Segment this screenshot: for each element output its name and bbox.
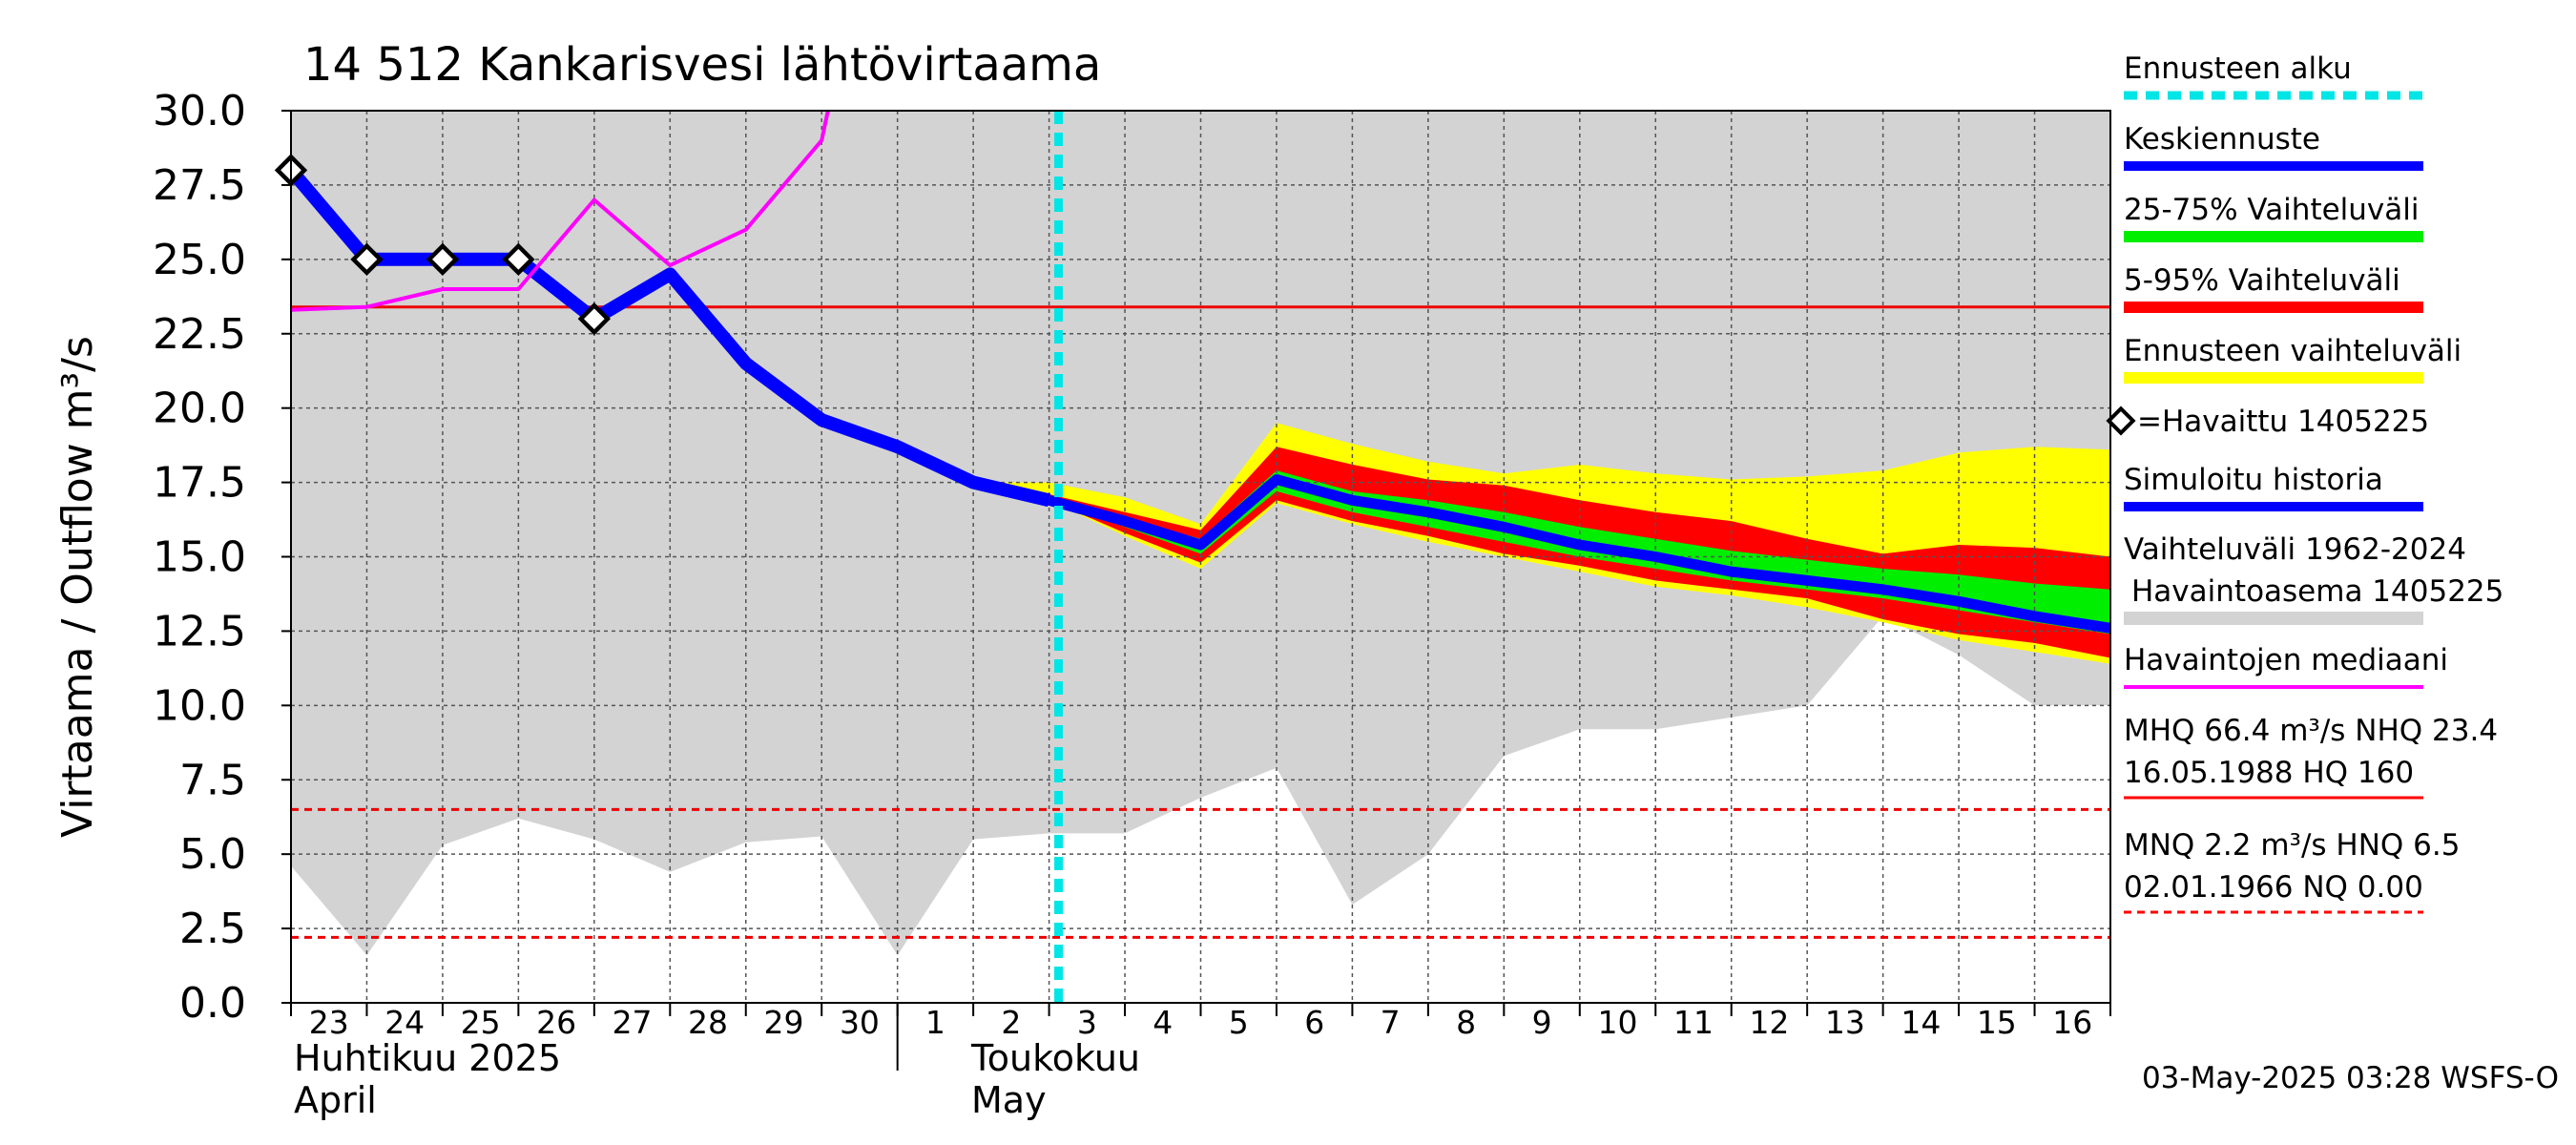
legend: Ennusteen alku Keskiennuste 25-75% Vaiht… <box>2106 52 2503 914</box>
x-tick-label: 1 <box>925 1004 945 1041</box>
y-tick-label: 25.0 <box>153 236 246 284</box>
x-tick-label: 6 <box>1304 1004 1324 1041</box>
legend-median: Havaintojen mediaani <box>2124 643 2448 677</box>
x-tick-label: 11 <box>1673 1004 1714 1041</box>
plot-area <box>274 110 2111 1004</box>
observed-point <box>350 242 384 277</box>
y-tick-label: 7.5 <box>179 756 246 804</box>
x-tick-label: 12 <box>1749 1004 1789 1041</box>
legend-band-5-95: 5-95% Vaihteluväli <box>2124 263 2400 298</box>
x-tick-label: 5 <box>1229 1004 1249 1041</box>
x-tick-label: 9 <box>1532 1004 1552 1041</box>
y-tick-label: 5.0 <box>179 830 246 879</box>
x-tick-label: 29 <box>763 1004 803 1041</box>
y-tick-labels: 0.0 2.5 5.0 7.5 10.0 12.5 15.0 17.5 20.0 22.5 25.0… <box>153 87 291 1028</box>
y-tick-label: 22.5 <box>153 310 246 359</box>
legend-history-range-2: Havaintoasema 1405225 <box>2131 574 2503 609</box>
y-tick-label: 15.0 <box>153 533 246 582</box>
y-tick-label: 30.0 <box>153 87 246 135</box>
mean-forecast-line <box>1048 474 2111 634</box>
x-tick-label: 28 <box>688 1004 728 1041</box>
x-tick-label: 24 <box>384 1004 425 1041</box>
footer-timestamp: 03-May-2025 03:28 WSFS-O <box>2142 1061 2559 1095</box>
legend-mean-forecast: Keskiennuste <box>2124 122 2320 156</box>
x-tick-label: 25 <box>461 1004 501 1041</box>
x-tick-label: 2 <box>1001 1004 1021 1041</box>
legend-stats-low-2: 02.01.1966 NQ 0.00 <box>2124 870 2423 905</box>
x-tick-label: 10 <box>1598 1004 1638 1041</box>
legend-stats-high-2: 16.05.1988 HQ 160 <box>2124 756 2414 790</box>
y-tick-label: 20.0 <box>153 385 246 433</box>
y-tick-label: 17.5 <box>153 459 246 508</box>
median-series-line <box>290 110 830 312</box>
x-tick-label: 27 <box>613 1004 653 1041</box>
month-label-may-en: May <box>971 1079 1047 1121</box>
x-tick-label: 15 <box>1977 1004 2017 1041</box>
observed-point <box>502 242 535 277</box>
x-tick-label: 14 <box>1901 1004 1941 1041</box>
legend-forecast-range: Ennusteen vaihteluväli <box>2124 334 2462 368</box>
x-tick-labels: 23 24 25 26 27 28 29 30 1 2 3 4 5 6 7 8 9 10 11 12 13 14 15 16 <box>290 1003 2111 1071</box>
y-tick-label: 0.0 <box>179 979 246 1028</box>
month-label-april-fi: Huhtikuu 2025 <box>294 1037 561 1079</box>
y-tick-label: 27.5 <box>153 161 246 210</box>
y-tick-label: 2.5 <box>179 905 246 953</box>
x-tick-label: 30 <box>840 1004 880 1041</box>
month-label-april-en: April <box>294 1079 377 1121</box>
legend-stats-high-1: MHQ 66.4 m³/s NHQ 23.4 <box>2124 714 2498 748</box>
legend-band-25-75: 25-75% Vaihteluväli <box>2124 193 2420 227</box>
x-tick-label: 26 <box>536 1004 576 1041</box>
x-tick-label: 23 <box>309 1004 349 1041</box>
legend-simulated: Simuloitu historia <box>2124 463 2383 497</box>
x-tick-label: 3 <box>1077 1004 1097 1041</box>
legend-observed: =Havaittu 1405225 <box>2137 405 2429 439</box>
legend-forecast-start: Ennusteen alku <box>2124 52 2352 86</box>
month-labels: Huhtikuu 2025 April Toukokuu May <box>294 1037 1140 1121</box>
y-axis-label: Virtaama / Outflow m³/s <box>53 336 102 838</box>
x-tick-label: 8 <box>1456 1004 1476 1041</box>
legend-stats-low-1: MNQ 2.2 m³/s HNQ 6.5 <box>2124 828 2460 863</box>
x-tick-label: 4 <box>1153 1004 1173 1041</box>
y-tick-label: 12.5 <box>153 607 246 656</box>
forecast-band-3 <box>973 470 2110 635</box>
month-label-may-fi: Toukokuu <box>970 1037 1140 1079</box>
legend-diamond-icon <box>2106 406 2136 436</box>
observed-point <box>426 242 460 277</box>
legend-history-range-1: Vaihteluväli 1962-2024 <box>2124 532 2466 567</box>
y-tick-label: 10.0 <box>153 681 246 730</box>
x-tick-label: 13 <box>1825 1004 1865 1041</box>
observed-point <box>577 302 612 336</box>
simulated-history-line <box>285 165 1051 508</box>
x-tick-label: 7 <box>1381 1004 1401 1041</box>
x-tick-label: 16 <box>2052 1004 2092 1041</box>
chart-title: 14 512 Kankarisvesi lähtövirtaama <box>303 38 1101 92</box>
